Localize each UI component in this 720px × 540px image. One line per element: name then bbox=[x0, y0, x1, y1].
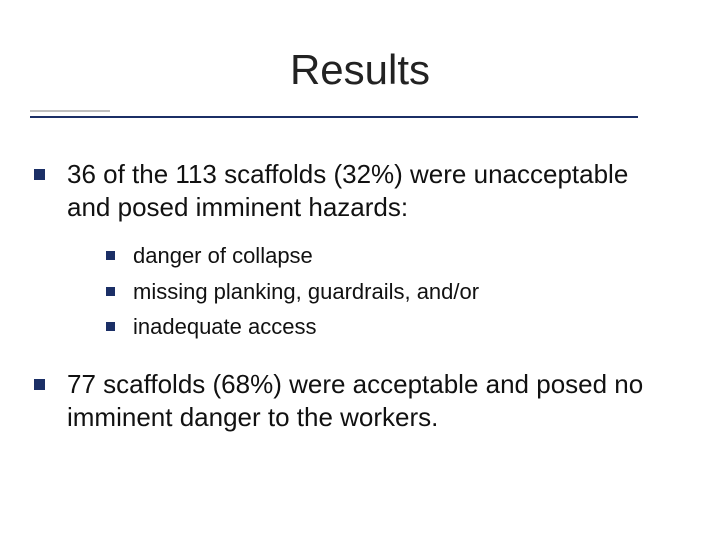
list-item-text: 36 of the 113 scaffolds (32%) were unacc… bbox=[67, 158, 674, 223]
list-item: 77 scaffolds (68%) were acceptable and p… bbox=[34, 368, 674, 433]
square-bullet-icon bbox=[106, 251, 115, 260]
square-bullet-icon bbox=[34, 379, 45, 390]
sub-list-item: missing planking, guardrails, and/or bbox=[106, 277, 674, 307]
sub-list-item: inadequate access bbox=[106, 312, 674, 342]
title-container: Results bbox=[0, 46, 720, 94]
sub-list: danger of collapse missing planking, gua… bbox=[106, 241, 674, 342]
square-bullet-icon bbox=[106, 287, 115, 296]
square-bullet-icon bbox=[106, 322, 115, 331]
sub-list-item-text: danger of collapse bbox=[133, 241, 313, 271]
list-item-text: 77 scaffolds (68%) were acceptable and p… bbox=[67, 368, 674, 433]
title-underline-short bbox=[30, 110, 110, 112]
title-underline-long bbox=[30, 116, 638, 118]
sub-list-item: danger of collapse bbox=[106, 241, 674, 271]
sub-list-item-text: inadequate access bbox=[133, 312, 316, 342]
square-bullet-icon bbox=[34, 169, 45, 180]
slide-title: Results bbox=[290, 46, 430, 94]
content-area: 36 of the 113 scaffolds (32%) were unacc… bbox=[34, 158, 674, 451]
sub-list-item-text: missing planking, guardrails, and/or bbox=[133, 277, 479, 307]
list-item: 36 of the 113 scaffolds (32%) were unacc… bbox=[34, 158, 674, 223]
slide: Results 36 of the 113 scaffolds (32%) we… bbox=[0, 0, 720, 540]
